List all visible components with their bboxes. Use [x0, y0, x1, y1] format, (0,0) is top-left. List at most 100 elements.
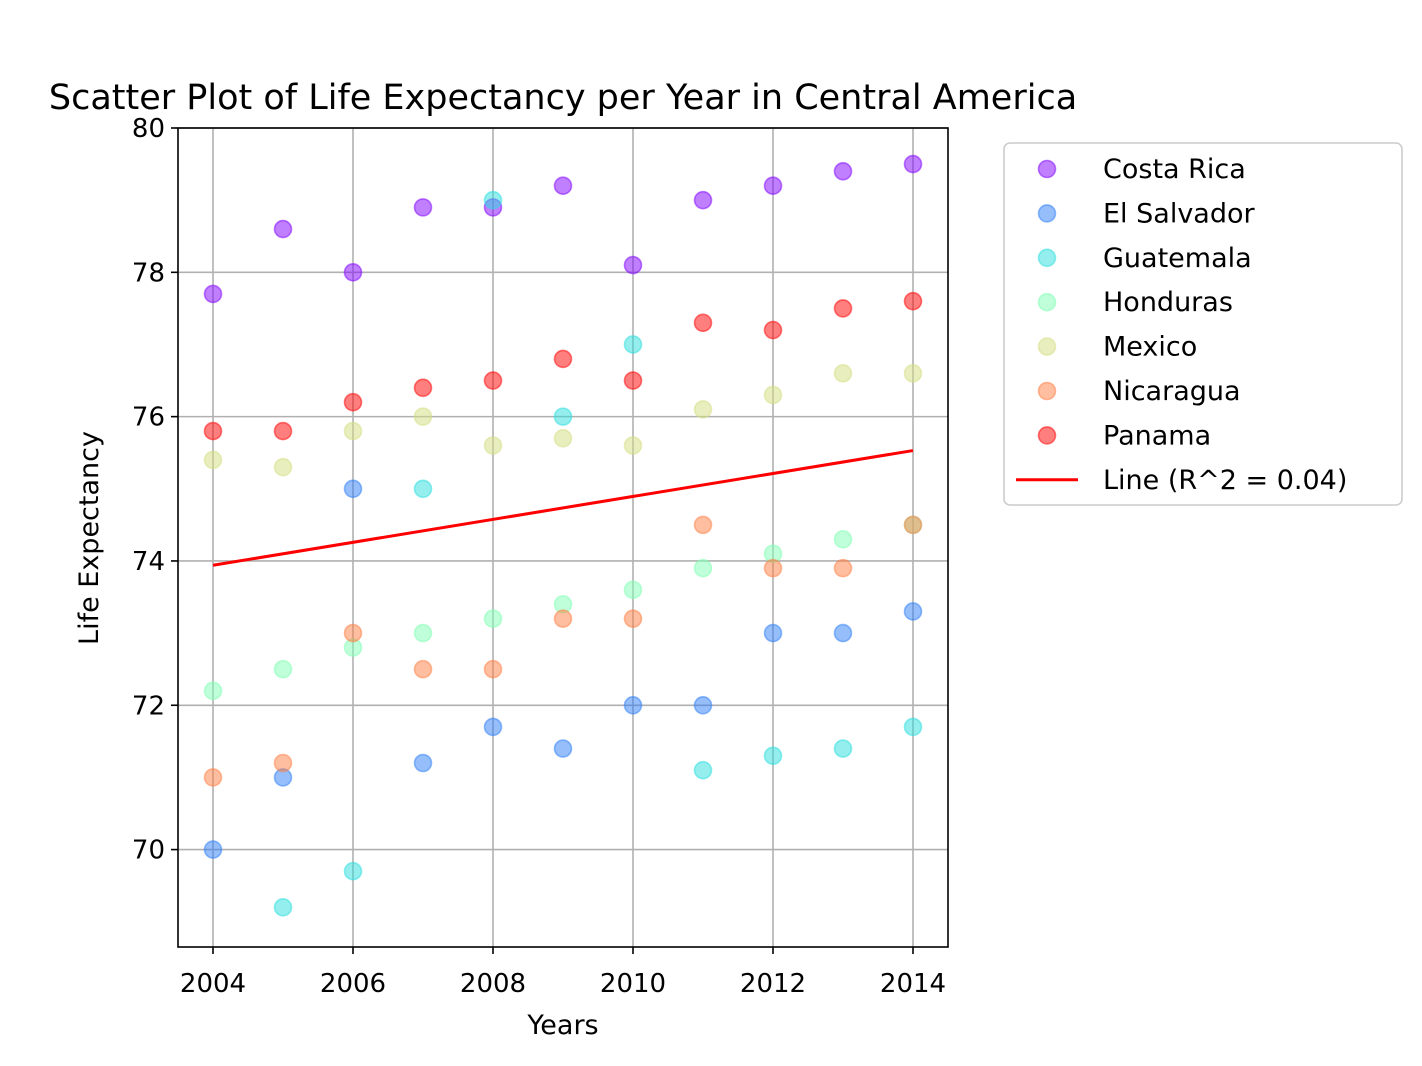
point-honduras [623, 580, 643, 600]
point-mexico [343, 421, 363, 441]
point-costa-rica [413, 198, 433, 217]
point-costa-rica [203, 284, 223, 304]
point-honduras [833, 530, 853, 549]
point-costa-rica [623, 255, 643, 275]
chart-title: Scatter Plot of Life Expectancy per Year… [49, 78, 1077, 118]
point-panama [903, 291, 923, 311]
point-panama [623, 371, 643, 390]
point-panama [693, 313, 713, 333]
point-honduras [483, 609, 503, 628]
point-el-salvador [413, 753, 433, 773]
legend-label-panama: Panama [1103, 420, 1211, 451]
point-mexico [833, 364, 853, 383]
point-mexico [483, 436, 503, 455]
point-el-salvador [693, 695, 713, 715]
point-guatemala [483, 190, 503, 210]
point-panama [343, 392, 363, 412]
legend: Costa Rica El Salvador Guatemala Honduras Me… [1003, 142, 1403, 506]
legend-label-honduras: Honduras [1103, 287, 1233, 318]
legend-label-nicaragua: Nicaragua [1103, 376, 1241, 407]
point-nicaragua [273, 753, 293, 773]
point-mexico [553, 428, 573, 448]
point-panama [273, 421, 293, 441]
legend-marker-nicaragua [1037, 381, 1057, 401]
point-costa-rica [273, 219, 293, 239]
grid-lines [178, 127, 948, 947]
legend-marker-mexico [1037, 337, 1057, 356]
legend-marker-guatemala [1037, 248, 1057, 268]
point-nicaragua [763, 558, 783, 578]
point-costa-rica [833, 161, 853, 181]
point-costa-rica [763, 176, 783, 196]
x-tick-label: 2004 [180, 969, 246, 999]
point-mexico [413, 407, 433, 426]
point-costa-rica [343, 263, 363, 282]
point-mexico [273, 457, 293, 477]
legend-label-el-salvador: El Salvador [1103, 198, 1256, 229]
point-guatemala [413, 479, 433, 499]
point-mexico [693, 400, 713, 419]
y-tick-label: 80 [132, 114, 165, 144]
point-el-salvador [763, 623, 783, 643]
point-costa-rica [693, 190, 713, 210]
point-honduras [413, 623, 433, 643]
point-panama [203, 421, 223, 441]
legend-label-trend-line: Line (R^2 = 0.04) [1103, 465, 1347, 496]
point-nicaragua [623, 609, 643, 628]
legend-marker-honduras [1037, 292, 1057, 312]
legend-marker-costa-rica [1037, 159, 1057, 179]
legend-box [1003, 142, 1403, 506]
x-tick-label: 2012 [740, 969, 806, 999]
point-mexico [763, 385, 783, 405]
point-guatemala [693, 760, 713, 780]
point-honduras [203, 681, 223, 701]
point-nicaragua [203, 768, 223, 787]
point-panama [763, 320, 783, 340]
point-costa-rica [553, 176, 573, 196]
point-el-salvador [623, 695, 643, 715]
point-nicaragua [693, 515, 713, 535]
point-nicaragua [903, 515, 923, 535]
legend-label-guatemala: Guatemala [1103, 243, 1252, 274]
point-guatemala [763, 746, 783, 766]
legend-marker-el-salvador [1037, 204, 1057, 223]
legend-label-mexico: Mexico [1103, 332, 1197, 363]
y-tick-label: 72 [132, 691, 165, 721]
point-guatemala [903, 717, 923, 737]
point-guatemala [343, 861, 363, 881]
y-tick-label: 76 [132, 403, 165, 433]
y-tick-label: 78 [132, 258, 165, 288]
y-axis-ticks: 70 72 74 76 78 80 [132, 114, 178, 866]
point-el-salvador [203, 840, 223, 859]
point-panama [553, 349, 573, 369]
point-mexico [203, 450, 223, 470]
point-nicaragua [413, 659, 433, 679]
point-el-salvador [553, 739, 573, 758]
point-guatemala [553, 407, 573, 426]
point-nicaragua [833, 558, 853, 578]
point-guatemala [833, 739, 853, 758]
legend-marker-panama [1037, 426, 1057, 445]
point-el-salvador [833, 623, 853, 643]
point-mexico [903, 364, 923, 383]
point-nicaragua [483, 659, 503, 679]
x-axis-label: Years [526, 1010, 598, 1041]
trend-line [212, 449, 914, 567]
x-tick-label: 2014 [880, 969, 946, 999]
point-guatemala [623, 335, 643, 354]
point-guatemala [273, 898, 293, 917]
trend-line-layer [212, 449, 914, 567]
y-tick-label: 74 [132, 547, 165, 577]
point-el-salvador [483, 717, 503, 737]
x-tick-label: 2006 [320, 969, 386, 999]
point-el-salvador [903, 602, 923, 621]
point-costa-rica [903, 154, 923, 174]
y-axis-label: Life Expectancy [74, 431, 105, 645]
point-honduras [693, 558, 713, 578]
point-panama [483, 371, 503, 390]
point-mexico [623, 436, 643, 455]
y-tick-label: 70 [132, 836, 165, 866]
point-honduras [273, 659, 293, 679]
point-panama [413, 378, 433, 398]
data-points [203, 154, 923, 917]
